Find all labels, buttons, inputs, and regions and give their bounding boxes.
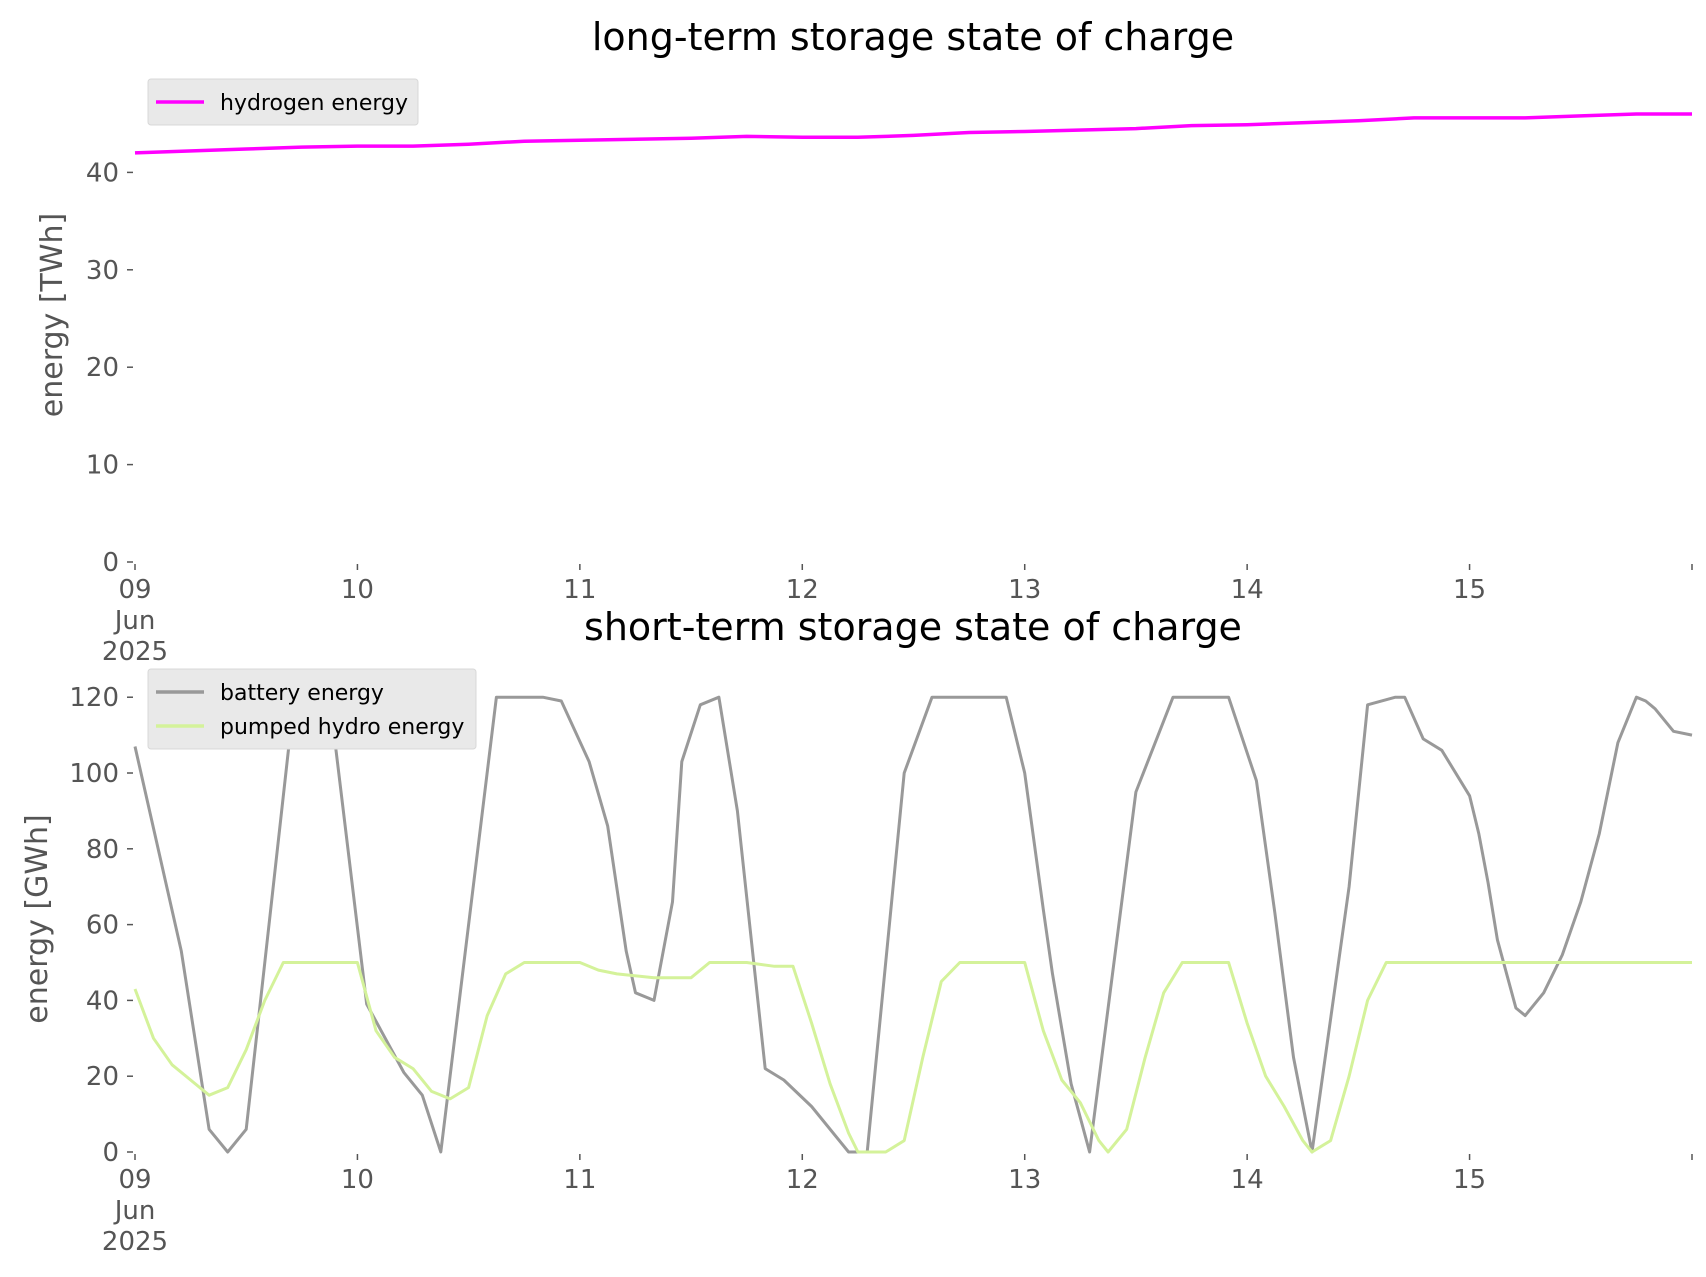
- chart-title: long-term storage state of charge: [592, 15, 1234, 59]
- x-tick-label: 14: [1231, 575, 1264, 605]
- x-tick-label: 15: [1453, 575, 1486, 605]
- x-tick-label: Jun: [113, 1196, 156, 1226]
- y-tick-label: 0: [102, 548, 119, 578]
- x-tick-label: 15: [1453, 1165, 1486, 1195]
- x-tick-label: 11: [563, 575, 596, 605]
- series-lines: [133, 695, 1693, 1154]
- y-tick-label: 20: [86, 1062, 119, 1092]
- x-tick-label: 09: [118, 575, 151, 605]
- legend[interactable]: hydrogen energy: [147, 78, 419, 126]
- chart-title: short-term storage state of charge: [584, 605, 1242, 649]
- y-tick-label: 40: [86, 986, 119, 1016]
- x-tick-label: 13: [1008, 575, 1041, 605]
- y-tick-label: 40: [86, 158, 119, 188]
- x-tick-label: 14: [1231, 1165, 1264, 1195]
- y-tick-label: 20: [86, 353, 119, 383]
- y-tick-label: 0: [102, 1138, 119, 1168]
- y-tick-label: 120: [69, 683, 119, 713]
- x-tick-label: 13: [1008, 1165, 1041, 1195]
- series-line: [133, 695, 1693, 1154]
- x-tick-label: 12: [786, 1165, 819, 1195]
- y-tick-label: 10: [86, 451, 119, 481]
- x-tick-label: 2025: [102, 637, 168, 667]
- y-tick-label: 100: [69, 759, 119, 789]
- legend-label: pumped hydro energy: [220, 715, 464, 740]
- legend[interactable]: battery energy pumped hydro energy: [147, 668, 477, 750]
- legend-label: battery energy: [220, 681, 384, 706]
- y-tick-label: 60: [86, 911, 119, 941]
- x-tick-label: 09: [118, 1165, 151, 1195]
- series-line: [134, 112, 1692, 155]
- series-lines: [134, 112, 1692, 155]
- x-tick-label: 11: [563, 1165, 596, 1195]
- y-axis-label: energy [TWh]: [35, 213, 70, 417]
- y-tick-label: 80: [86, 835, 119, 865]
- x-tick-label: 12: [786, 575, 819, 605]
- x-tick-label: 10: [341, 575, 374, 605]
- x-tick-label: 2025: [102, 1227, 168, 1257]
- short-term-storage-panel: short-term storage state of charge energ…: [20, 605, 1693, 1257]
- x-tick-label: Jun: [113, 606, 156, 636]
- series-line: [133, 961, 1692, 1154]
- legend-box: [147, 78, 419, 126]
- y-axis-label: energy [GWh]: [20, 814, 55, 1023]
- legend-box: [147, 668, 477, 750]
- legend-label: hydrogen energy: [220, 91, 408, 116]
- y-tick-label: 30: [86, 256, 119, 286]
- x-tick-label: 10: [341, 1165, 374, 1195]
- long-term-storage-panel: long-term storage state of charge energy…: [35, 15, 1693, 667]
